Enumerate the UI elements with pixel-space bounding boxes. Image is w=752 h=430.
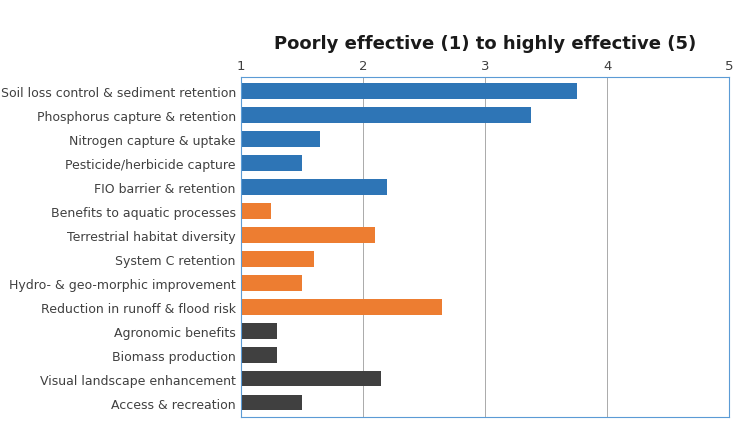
Bar — [241, 323, 277, 339]
Bar — [241, 108, 532, 123]
Bar — [241, 395, 302, 411]
Bar — [241, 132, 320, 147]
Bar — [241, 227, 375, 243]
Bar — [241, 252, 314, 267]
Bar — [241, 275, 302, 291]
Bar — [241, 156, 302, 171]
Title: Poorly effective (1) to highly effective (5): Poorly effective (1) to highly effective… — [274, 34, 696, 52]
Bar — [241, 371, 381, 387]
Bar — [241, 299, 442, 315]
Bar — [241, 84, 577, 99]
Bar — [241, 347, 277, 362]
Bar — [241, 180, 387, 195]
Bar — [241, 203, 271, 219]
